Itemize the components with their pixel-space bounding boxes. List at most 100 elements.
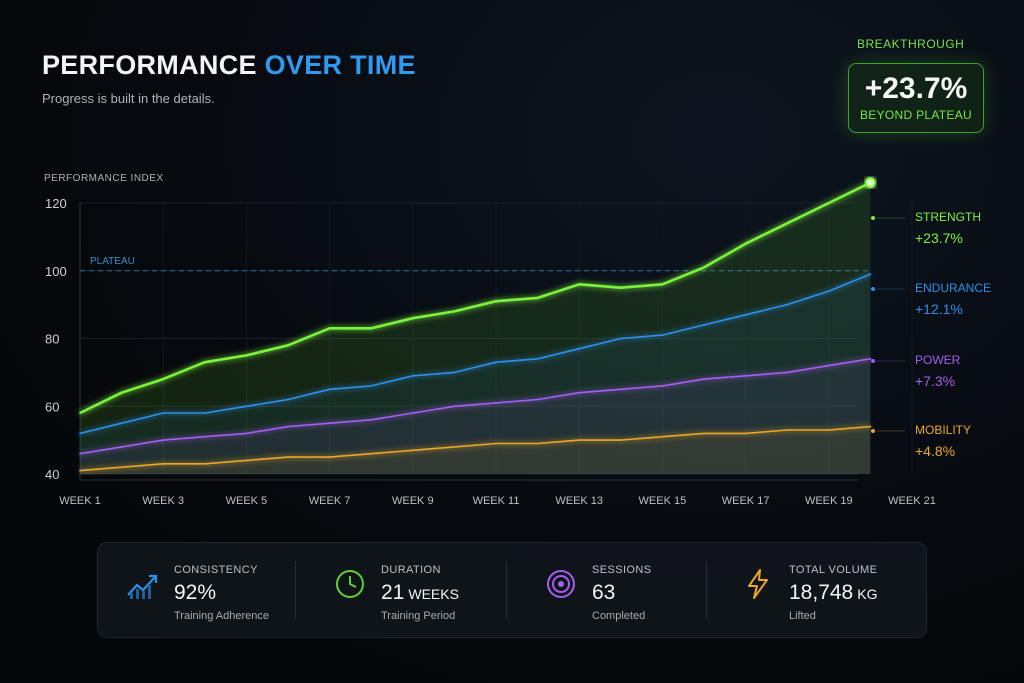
data-point-mobility (578, 439, 581, 442)
data-point-mobility (120, 466, 123, 469)
data-point-strength (578, 283, 581, 286)
data-point-mobility (536, 442, 539, 445)
legend-name-strength: STRENGTH (915, 210, 981, 224)
data-point-power (827, 364, 830, 367)
data-point-strength (661, 283, 664, 286)
data-point-endurance (203, 412, 206, 414)
data-point-power (162, 439, 165, 442)
series-line-power (79, 358, 871, 455)
legend-dot-mobility (871, 429, 875, 433)
legend-change-mobility: +4.8% (915, 443, 955, 459)
target-icon (547, 570, 575, 598)
y-tick-label: 40 (45, 467, 59, 482)
data-point-strength (245, 354, 248, 357)
data-point-endurance (578, 347, 581, 350)
legend-dot-strength (871, 216, 875, 220)
data-point-strength (703, 266, 705, 269)
lightning-icon (748, 569, 768, 599)
x-tick-label: WEEK 11 (473, 495, 520, 507)
breakthrough-point (864, 177, 876, 189)
stat-value: 92% (174, 581, 220, 605)
data-point-power (703, 378, 705, 381)
data-point-mobility (827, 429, 830, 431)
data-point-mobility (79, 469, 81, 472)
series-area-power (80, 358, 871, 474)
data-point-endurance (786, 303, 789, 306)
data-point-mobility (495, 442, 497, 445)
stat-label: CONSISTENCY (174, 564, 258, 576)
data-point-power (619, 388, 622, 391)
data-point-strength (786, 222, 789, 225)
breakthrough-sublabel: BEYOND PLATEAU (859, 108, 972, 122)
data-point-mobility (287, 456, 289, 458)
data-point-strength (744, 242, 747, 245)
data-point-power (536, 398, 539, 401)
data-point-endurance (495, 361, 497, 364)
data-point-mobility (245, 459, 248, 462)
data-point-endurance (869, 273, 872, 276)
stat-caption: Training Adherence (174, 610, 269, 622)
x-tick-label: WEEK 5 (226, 495, 268, 507)
data-point-endurance (827, 290, 830, 292)
stat-unit: KG (857, 586, 878, 602)
data-point-power (578, 391, 581, 394)
legend-name-power: POWER (915, 353, 961, 367)
data-point-strength (120, 391, 123, 394)
title-part-1: PERFORMANCE (42, 50, 257, 80)
stat-label: DURATION (381, 564, 441, 576)
data-point-endurance (619, 337, 622, 340)
stat-number: 18,748 (789, 581, 854, 604)
stat-value: 18,748 KG (789, 581, 877, 605)
stat-label: TOTAL VOLUME (789, 564, 878, 576)
data-point-mobility (203, 462, 206, 465)
x-tick-label: WEEK 13 (555, 495, 603, 507)
breakthrough-card: +23.7% BEYOND PLATEAU (848, 63, 984, 133)
stats-panel: CONSISTENCY 92% Training Adherence DURAT… (97, 542, 927, 638)
data-point-endurance (661, 334, 664, 337)
stat-number: 63 (592, 581, 616, 604)
plateau-label: PLATEAU (90, 256, 135, 267)
data-point-endurance (328, 388, 331, 391)
data-point-endurance (744, 313, 747, 316)
y-tick-label: 80 (45, 332, 59, 347)
legend-dot-power (871, 359, 875, 363)
y-tick-label: 100 (45, 264, 67, 279)
data-point-mobility (411, 449, 414, 452)
divider (506, 561, 507, 619)
stat-number: 92% (174, 581, 217, 604)
data-point-endurance (703, 324, 705, 326)
data-point-mobility (370, 452, 373, 455)
clock-icon (336, 570, 364, 598)
series-area-endurance (80, 274, 871, 474)
legend-change-endurance: +12.1% (915, 301, 963, 317)
x-tick-label: WEEK 1 (59, 495, 101, 507)
data-point-strength (827, 202, 830, 204)
data-point-strength (495, 300, 497, 303)
data-point-mobility (703, 432, 705, 435)
data-point-mobility (162, 462, 165, 465)
data-point-power (287, 425, 289, 428)
divider (295, 561, 296, 619)
data-point-strength (203, 361, 206, 364)
trend-up-icon (127, 574, 158, 599)
x-tick-label: WEEK 21 (888, 495, 936, 507)
data-point-strength (370, 327, 373, 330)
title-part-2: OVER TIME (264, 50, 416, 80)
data-point-endurance (79, 432, 81, 435)
data-point-strength (536, 296, 539, 299)
x-tick-label: WEEK 3 (142, 495, 184, 507)
data-point-power (744, 374, 747, 377)
data-point-strength (328, 327, 331, 330)
data-point-endurance (245, 405, 248, 408)
data-point-mobility (453, 446, 456, 448)
data-point-strength (162, 378, 165, 381)
data-point-power (453, 405, 456, 408)
data-point-mobility (869, 425, 872, 428)
data-point-strength (287, 344, 289, 347)
data-point-endurance (411, 374, 414, 377)
data-point-strength (411, 317, 414, 320)
data-point-power (495, 401, 497, 404)
legend-name-endurance: ENDURANCE (915, 281, 991, 295)
data-point-strength (453, 310, 456, 313)
